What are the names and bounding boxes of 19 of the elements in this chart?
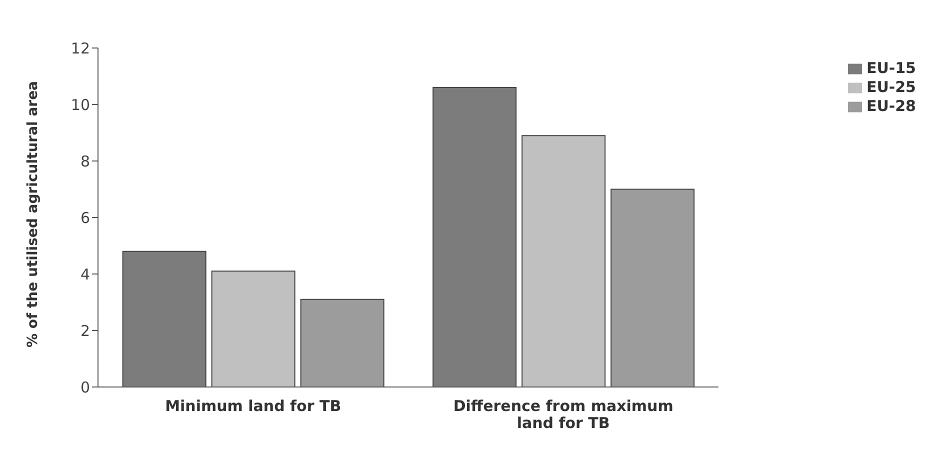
y-tick-label: 2 (80, 322, 90, 340)
bar (122, 250, 206, 387)
x-tick-label: Minimum land for TB (165, 397, 342, 415)
legend-label: EU-25 (866, 78, 916, 96)
y-tick-label: 8 (80, 152, 90, 170)
y-tick-label: 12 (70, 39, 90, 58)
y-tick-label: 0 (80, 378, 90, 396)
y-axis-title: % of the utilised agricultural area (24, 80, 41, 348)
y-tick-label: 4 (80, 265, 90, 284)
y-tick-label: 10 (70, 96, 90, 114)
bar (300, 298, 384, 387)
legend-label: EU-28 (866, 97, 916, 115)
bar (522, 135, 606, 387)
legend-label: EU-15 (866, 59, 916, 77)
bar (211, 270, 296, 387)
y-tick-label: 6 (80, 208, 90, 227)
bar (610, 188, 695, 387)
bar (432, 87, 517, 387)
x-tick-label: Difference from maximum land for TB (453, 397, 674, 432)
